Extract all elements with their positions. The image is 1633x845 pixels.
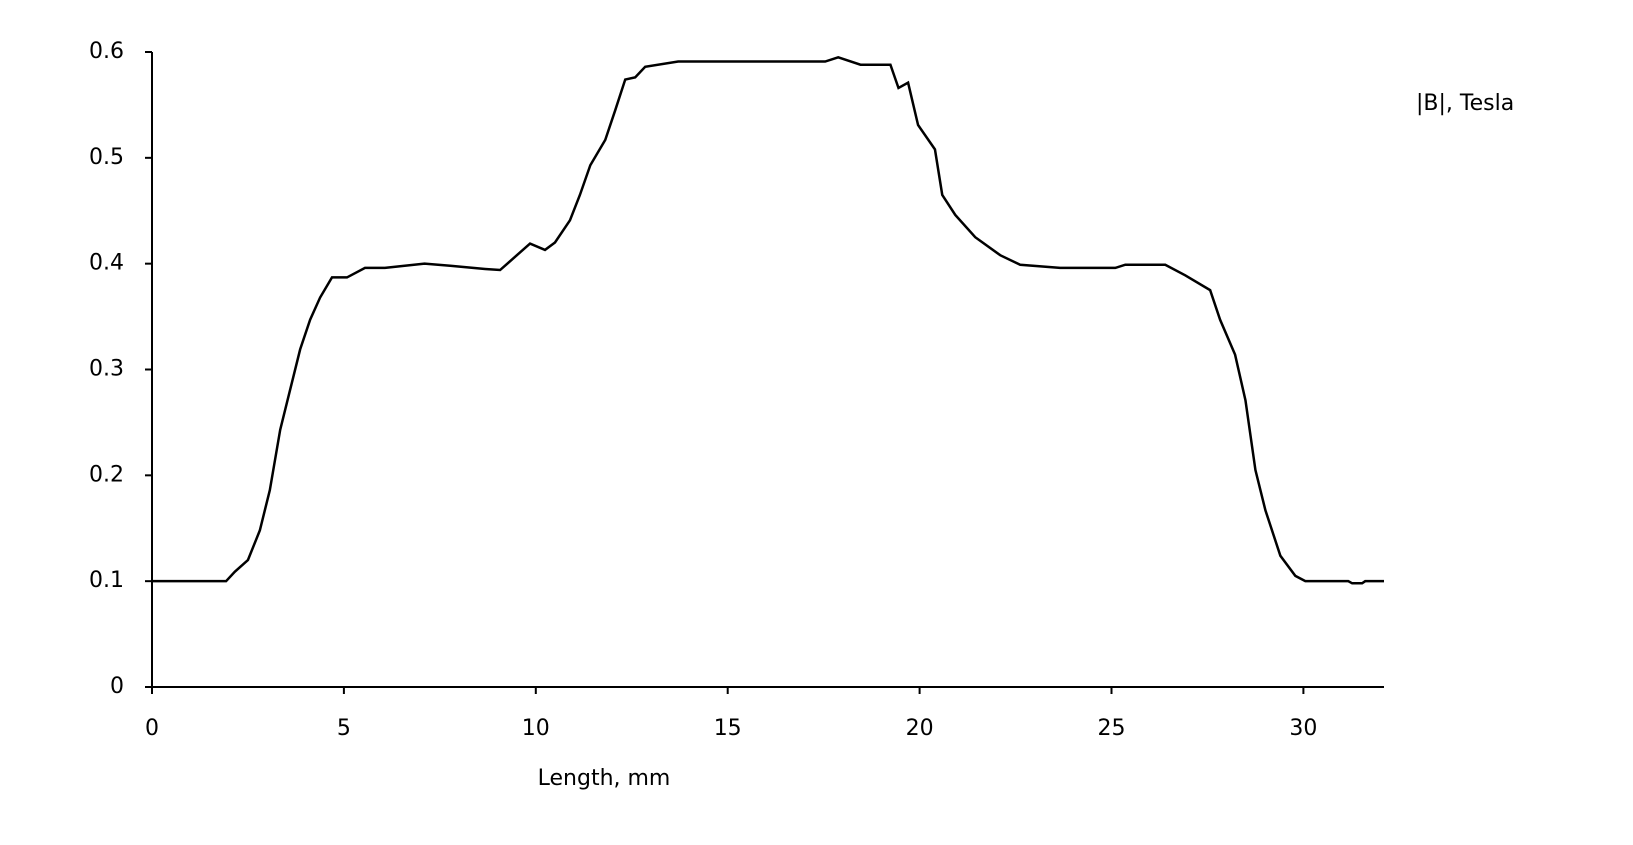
y-tick-label: 0 xyxy=(110,674,124,699)
y-axis-label: |B|, Tesla xyxy=(1416,91,1514,116)
x-tick-label: 0 xyxy=(145,716,159,741)
x-tick-label: 30 xyxy=(1289,716,1317,741)
data-line xyxy=(152,55,1384,585)
y-tick-label: 0.6 xyxy=(89,39,124,64)
y-tick-label: 0.1 xyxy=(89,568,124,593)
x-tick-label: 25 xyxy=(1098,716,1126,741)
x-tick-label: 15 xyxy=(714,716,742,741)
x-tick-label: 10 xyxy=(522,716,550,741)
x-tick-label: 5 xyxy=(337,716,351,741)
y-tick-label: 0.3 xyxy=(89,357,124,382)
y-tick-label: 0.5 xyxy=(89,145,124,170)
x-axis-label: Length, mm xyxy=(538,766,671,791)
y-tick-label: 0.2 xyxy=(89,462,124,487)
x-tick-label: 20 xyxy=(906,716,934,741)
y-tick-label: 0.4 xyxy=(89,251,124,276)
